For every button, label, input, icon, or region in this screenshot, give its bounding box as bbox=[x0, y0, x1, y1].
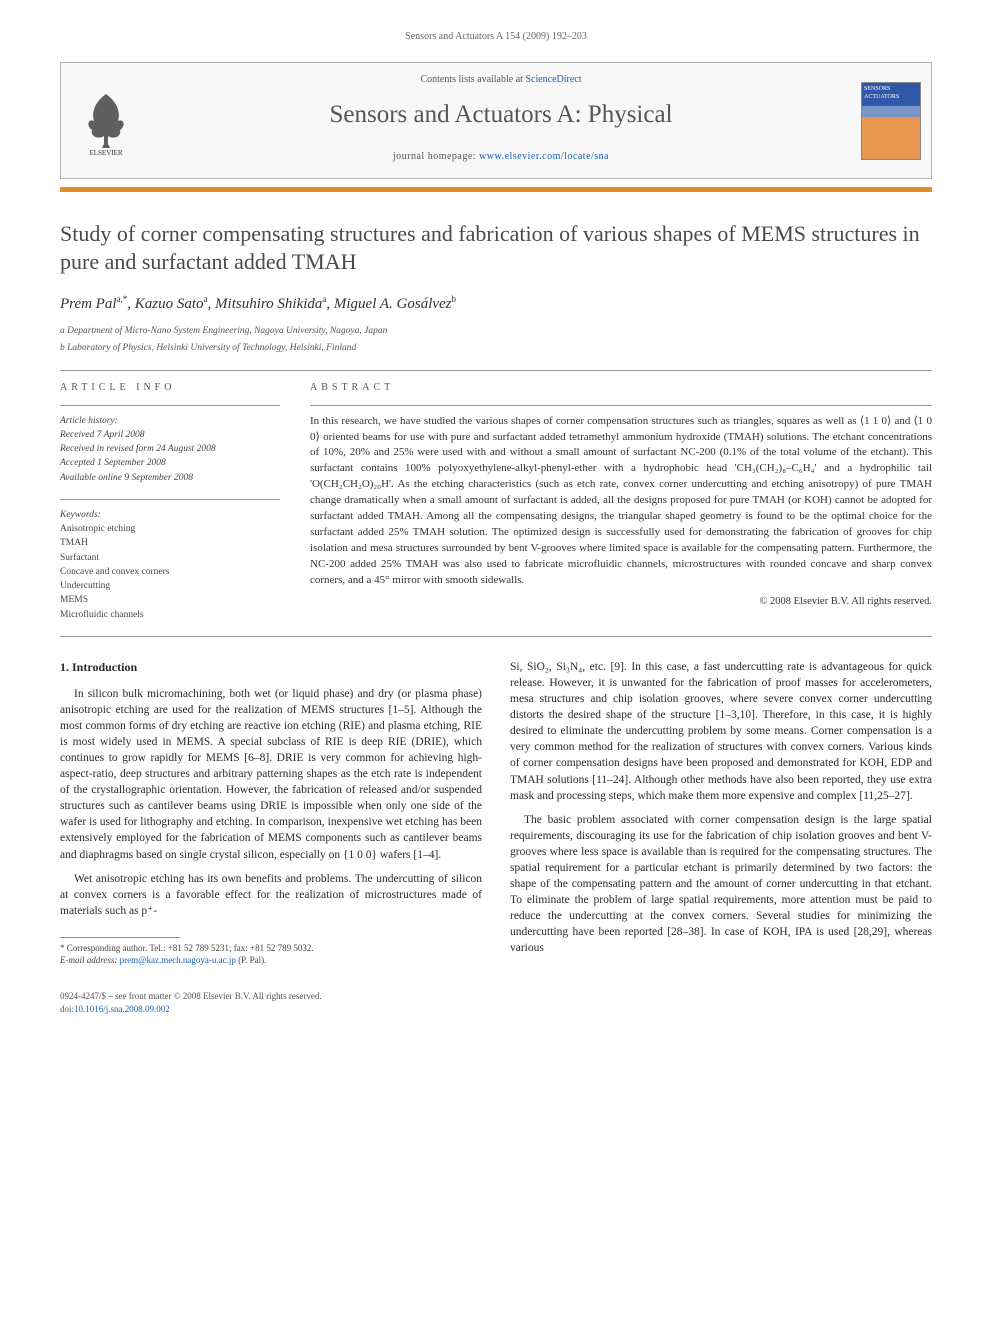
article-info-column: ARTICLE INFO Article history: Received 7… bbox=[60, 381, 280, 622]
history-accepted: Accepted 1 September 2008 bbox=[60, 456, 280, 470]
contents-avail-prefix: Contents lists available at bbox=[420, 74, 525, 85]
journal-header-box: ELSEVIER Contents lists available at Sci… bbox=[60, 62, 932, 179]
doi-link[interactable]: 10.1016/j.sna.2008.09.002 bbox=[74, 1004, 170, 1014]
sciencedirect-link[interactable]: ScienceDirect bbox=[525, 74, 581, 85]
history-head: Article history: bbox=[60, 414, 280, 428]
journal-name: Sensors and Actuators A: Physical bbox=[151, 97, 851, 132]
email-line: E-mail address: prem@kaz.mech.nagoya-u.a… bbox=[60, 954, 482, 966]
footer-left: 0924-4247/$ – see front matter © 2008 El… bbox=[60, 990, 322, 1015]
author-name: , Mitsuhiro Shikida bbox=[208, 296, 323, 312]
history-received: Received 7 April 2008 bbox=[60, 428, 280, 442]
author-sup: a,* bbox=[117, 294, 128, 304]
keywords-head: Keywords: bbox=[60, 508, 280, 522]
keyword: Surfactant bbox=[60, 551, 280, 565]
abstract-copyright: © 2008 Elsevier B.V. All rights reserved… bbox=[310, 595, 932, 610]
keyword: Microfluidic channels bbox=[60, 608, 280, 622]
journal-cover-thumbnail: SENSORS ACTUATORS bbox=[861, 82, 921, 160]
history-revised: Received in revised form 24 August 2008 bbox=[60, 442, 280, 456]
email-label: E-mail address: bbox=[60, 955, 120, 965]
keyword: Undercutting bbox=[60, 579, 280, 593]
page-footer: 0924-4247/$ – see front matter © 2008 El… bbox=[60, 990, 932, 1015]
affiliation-a: a Department of Micro-Nano System Engine… bbox=[60, 325, 932, 338]
article-history-block: Article history: Received 7 April 2008 R… bbox=[60, 414, 280, 485]
section-heading: 1. Introduction bbox=[60, 659, 482, 676]
info-abstract-row: ARTICLE INFO Article history: Received 7… bbox=[60, 381, 932, 622]
article-title: Study of corner compensating structures … bbox=[60, 220, 932, 275]
keyword: Anisotropic etching bbox=[60, 522, 280, 536]
svg-text:ELSEVIER: ELSEVIER bbox=[89, 149, 122, 156]
doi-line: doi:10.1016/j.sna.2008.09.002 bbox=[60, 1003, 322, 1016]
author-name: , Miguel A. Gosálvez bbox=[326, 296, 451, 312]
journal-cover-cell: SENSORS ACTUATORS bbox=[851, 63, 931, 178]
homepage-prefix: journal homepage: bbox=[393, 151, 479, 162]
abstract-text: In this research, we have studied the va… bbox=[310, 414, 932, 589]
journal-homepage-link[interactable]: www.elsevier.com/locate/sna bbox=[479, 151, 609, 162]
keyword: Concave and convex corners bbox=[60, 565, 280, 579]
rule bbox=[60, 405, 280, 406]
author-sup: b bbox=[452, 294, 457, 304]
journal-homepage-line: journal homepage: www.elsevier.com/locat… bbox=[151, 150, 851, 164]
author-list: Prem Pala,*, Kazuo Satoa, Mitsuhiro Shik… bbox=[60, 293, 932, 315]
rule bbox=[60, 636, 932, 637]
doi-prefix: doi: bbox=[60, 1004, 74, 1014]
cover-label: SENSORS ACTUATORS bbox=[864, 86, 899, 100]
article-body: 1. Introduction In silicon bulk micromac… bbox=[60, 659, 932, 966]
affiliation-b: b Laboratory of Physics, Helsinki Univer… bbox=[60, 342, 932, 355]
body-paragraph: Wet anisotropic etching has its own bene… bbox=[60, 871, 482, 919]
author-name: Prem Pal bbox=[60, 296, 117, 312]
rule bbox=[310, 405, 932, 406]
keywords-block: Keywords: Anisotropic etching TMAH Surfa… bbox=[60, 508, 280, 622]
divider-bar bbox=[60, 187, 932, 192]
elsevier-tree-logo: ELSEVIER bbox=[76, 86, 136, 156]
rule bbox=[60, 499, 280, 500]
running-head: Sensors and Actuators A 154 (2009) 192–2… bbox=[60, 30, 932, 44]
front-matter-line: 0924-4247/$ – see front matter © 2008 El… bbox=[60, 990, 322, 1003]
rule bbox=[60, 370, 932, 371]
journal-header-center: Contents lists available at ScienceDirec… bbox=[151, 63, 851, 178]
publisher-logo-cell: ELSEVIER bbox=[61, 63, 151, 178]
author-name: , Kazuo Sato bbox=[127, 296, 203, 312]
email-suffix: (P. Pal). bbox=[236, 955, 267, 965]
body-paragraph: In silicon bulk micromachining, both wet… bbox=[60, 686, 482, 863]
author-email-link[interactable]: prem@kaz.mech.nagoya-u.ac.jp bbox=[120, 955, 236, 965]
keyword: MEMS bbox=[60, 593, 280, 607]
abstract-label: ABSTRACT bbox=[310, 381, 932, 395]
body-paragraph: Si, SiO₂, Si₃N₄, etc. [9]. In this case,… bbox=[510, 659, 932, 804]
footnote-separator bbox=[60, 937, 180, 938]
article-info-label: ARTICLE INFO bbox=[60, 381, 280, 395]
body-paragraph: The basic problem associated with corner… bbox=[510, 812, 932, 957]
abstract-column: ABSTRACT In this research, we have studi… bbox=[310, 381, 932, 622]
history-online: Available online 9 September 2008 bbox=[60, 471, 280, 485]
keyword: TMAH bbox=[60, 536, 280, 550]
corresponding-author-note: * Corresponding author. Tel.: +81 52 789… bbox=[60, 942, 482, 954]
footnotes: * Corresponding author. Tel.: +81 52 789… bbox=[60, 942, 482, 966]
contents-available-line: Contents lists available at ScienceDirec… bbox=[151, 73, 851, 87]
